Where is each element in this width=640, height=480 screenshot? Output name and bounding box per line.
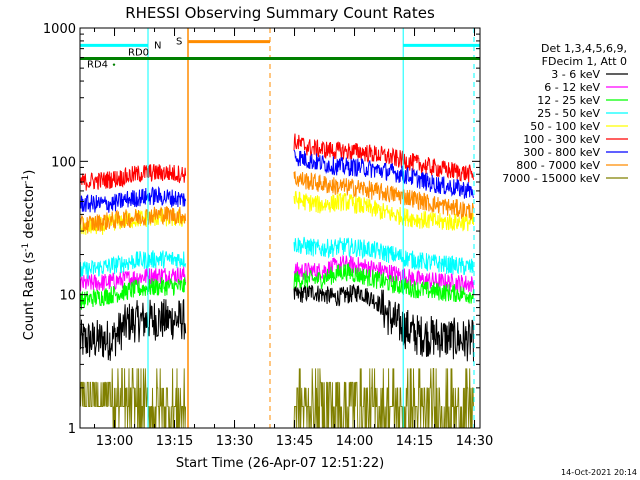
y-axis-label: Count Rate (s-1 detector-1) <box>21 170 37 341</box>
legend-label: 6 - 12 keV <box>544 81 600 94</box>
legend-label: 25 - 50 keV <box>537 107 600 120</box>
y-tick-label: 10 <box>59 289 76 304</box>
series-line-0-seg1 <box>293 284 474 362</box>
legend-label: 12 - 25 keV <box>537 94 600 107</box>
x-axis-label: Start Time (26-Apr-07 12:51:22) <box>176 456 384 471</box>
annotation-label-saa: S <box>176 37 182 48</box>
legend-label: 100 - 300 keV <box>523 133 600 146</box>
series-line-6-seg1 <box>293 149 474 199</box>
y-axis-label-part3: ) <box>22 170 37 175</box>
footer-timestamp: 14-Oct-2021 20:14 <box>561 468 637 477</box>
legend-label: 50 - 100 keV <box>530 120 600 133</box>
x-tick-label: 14:15 <box>396 434 433 449</box>
legend-label: 800 - 7000 keV <box>516 159 600 172</box>
series-line-7-seg0 <box>79 206 187 234</box>
series-line-5-seg0 <box>79 163 187 191</box>
legend-header-line: FDecim 1, Att 0 <box>542 55 627 68</box>
series-line-3-seg1 <box>293 236 474 276</box>
series-line-8-seg0 <box>79 367 187 429</box>
annotation-label-rd0: RD0 <box>128 48 149 59</box>
series-line-3-seg0 <box>79 250 187 280</box>
annotation-dot-rd4 <box>112 63 116 66</box>
x-tick-label: 13:45 <box>276 434 313 449</box>
series-line-5-seg1 <box>293 133 474 183</box>
x-tick-label: 13:15 <box>156 434 193 449</box>
x-tick-label: 14:30 <box>456 434 493 449</box>
x-tick-label: 13:30 <box>216 434 253 449</box>
plot-area: N S RD0 RD4 13:00 13:15 13:30 13:45 14:00 14:15 14… <box>43 22 493 449</box>
annotation-label-rd4: RD4 <box>87 60 108 71</box>
plot-frame <box>79 27 481 429</box>
legend-label: 3 - 6 keV <box>551 68 600 81</box>
series-line-6-seg0 <box>79 185 187 213</box>
legend-header-line: Det 1,3,4,5,6,9, <box>541 42 627 55</box>
y-axis-label-part2: detector <box>22 183 37 243</box>
series-line-7-seg1 <box>293 171 474 221</box>
y-tick-label: 100 <box>51 155 76 170</box>
annotation-label-night: N <box>154 40 161 51</box>
y-axis-label-sup2: -1 <box>21 175 31 184</box>
legend: Det 1,3,4,5,6,9,FDecim 1, Att 03 - 6 keV… <box>502 42 628 185</box>
x-tick-label: 13:00 <box>96 434 133 449</box>
series-line-2-seg0 <box>79 277 187 310</box>
series-line-4-seg1 <box>293 190 474 232</box>
y-axis-label-sup1: -1 <box>21 243 31 252</box>
x-tick-label: 14:00 <box>336 434 373 449</box>
series-line-8-seg1 <box>293 367 474 429</box>
series-line-2-seg1 <box>293 263 474 304</box>
series-line-0-seg0 <box>79 298 187 361</box>
y-axis-label-part1: Count Rate (s <box>22 252 37 341</box>
legend-label: 7000 - 15000 keV <box>502 172 600 185</box>
y-tick-label: 1000 <box>43 22 76 37</box>
y-tick-label: 1 <box>68 422 76 437</box>
chart-title: RHESSI Observing Summary Count Rates <box>125 4 435 22</box>
legend-label: 300 - 800 keV <box>523 146 600 159</box>
